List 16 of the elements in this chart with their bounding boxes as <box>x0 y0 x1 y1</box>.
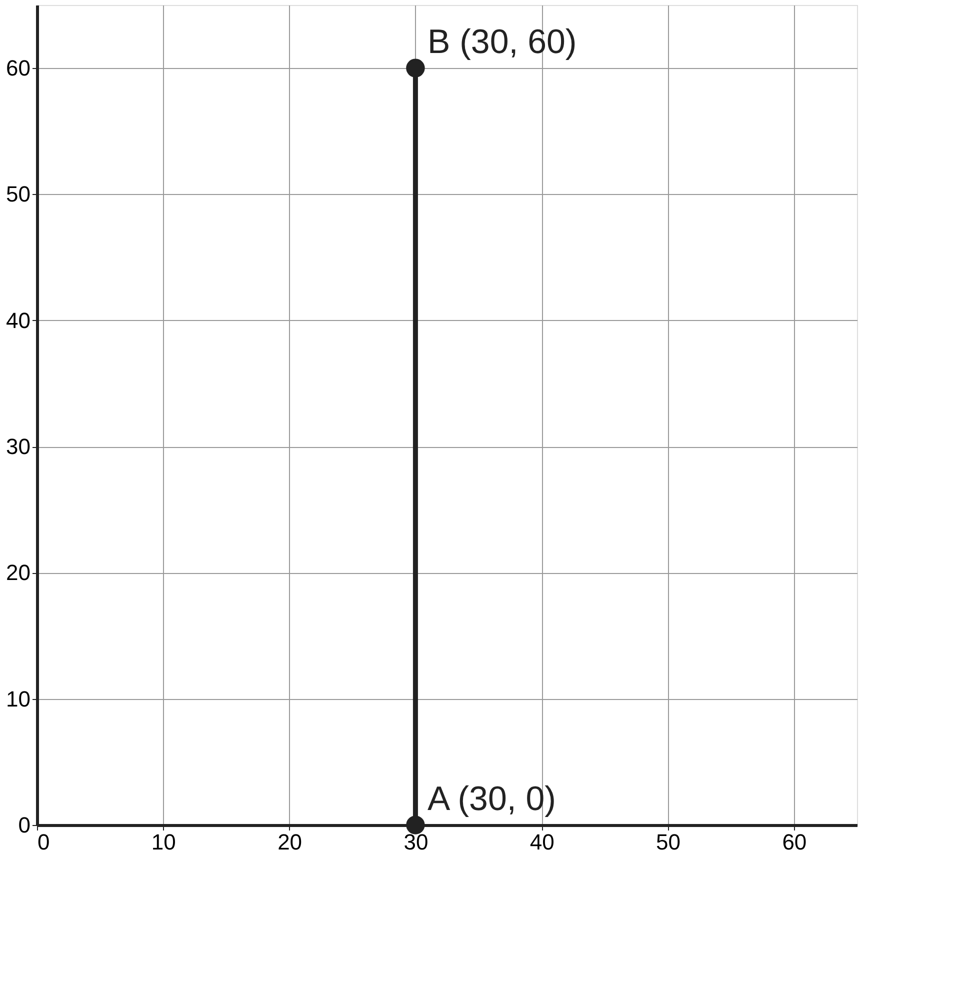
y-tick-label: 10 <box>6 686 30 712</box>
annotation: A (30, 0) <box>427 780 556 818</box>
y-tick-label: 40 <box>6 308 30 333</box>
annotation: B (30, 60) <box>427 23 577 62</box>
y-tick-label: 60 <box>6 56 30 81</box>
x-tick-label: 20 <box>278 830 302 854</box>
x-tick-label: 30 <box>404 830 428 854</box>
y-tick-label: 50 <box>6 182 30 207</box>
y-tick-label: 30 <box>6 434 30 460</box>
x-tick-label: 10 <box>151 830 176 854</box>
x-tick-label: 0 <box>38 830 50 854</box>
y-tick-label: 20 <box>6 560 30 586</box>
x-tick-label: 60 <box>782 830 807 854</box>
x-tick-label: 50 <box>656 830 681 854</box>
y-tick-label: 0 <box>18 812 30 838</box>
x-tick-label: 40 <box>530 830 554 854</box>
